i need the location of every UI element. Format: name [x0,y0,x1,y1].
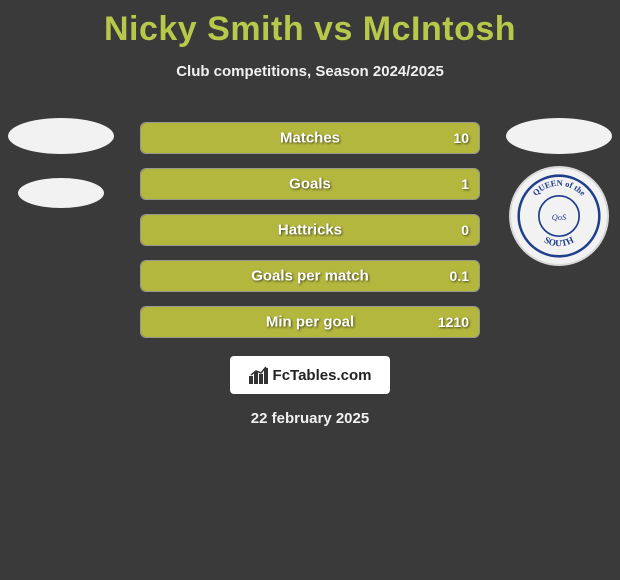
page-title: Nicky Smith vs McIntosh [0,0,620,49]
page-subtitle: Club competitions, Season 2024/2025 [0,63,620,80]
brand-logo: FcTables.com [230,356,390,394]
stat-bar: Hattricks 0 [140,214,480,246]
svg-text:QoS: QoS [552,213,567,222]
brand-chart-icon [249,366,269,384]
stat-bar: Goals 1 [140,168,480,200]
stat-bar-label: Goals per match [251,268,369,285]
stat-bar-value-right: 1 [461,176,469,192]
stat-bar-value-right: 10 [453,130,469,146]
club-badge-placeholder [506,118,612,154]
stat-bar-label: Matches [280,130,340,147]
stat-bar: Goals per match 0.1 [140,260,480,292]
stat-bar-value-right: 0.1 [450,268,469,284]
stat-bar: Min per goal 1210 [140,306,480,338]
date-text: 22 february 2025 [251,410,369,427]
comparison-bars: Matches 10 Goals 1 Hattricks 0 Goals per match… [140,122,480,338]
left-badges [8,118,114,208]
right-badges: QUEEN of the SOUTH QoS [506,118,612,266]
stat-bar-label: Hattricks [278,222,342,239]
stat-bar-value-right: 1210 [438,314,469,330]
club-badge-placeholder [8,118,114,154]
stat-bar-label: Min per goal [266,314,354,331]
club-badge-qos: QUEEN of the SOUTH QoS [509,166,609,266]
club-badge-placeholder [18,178,104,208]
stat-bar: Matches 10 [140,122,480,154]
stat-bar-label: Goals [289,176,331,193]
stat-bar-value-right: 0 [461,222,469,238]
qos-crest-icon: QUEEN of the SOUTH QoS [517,174,601,258]
brand-text: FcTables.com [273,367,372,384]
